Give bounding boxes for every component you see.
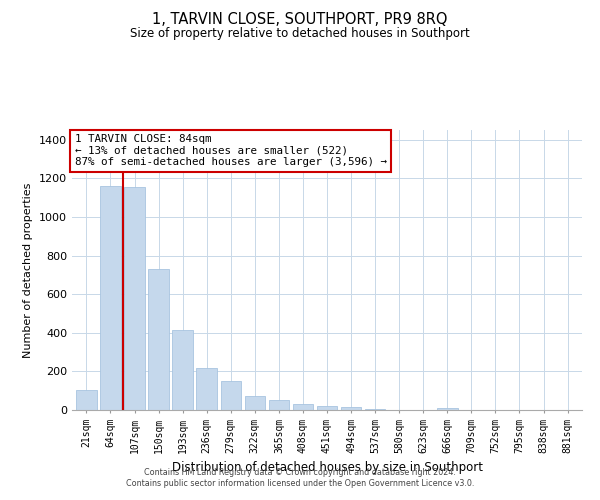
X-axis label: Distribution of detached houses by size in Southport: Distribution of detached houses by size … (172, 461, 482, 474)
Bar (124, 187, 145, 410)
Bar (172, 330, 193, 410)
Bar (245, 396, 265, 410)
Bar (100, 186, 121, 410)
Bar (221, 382, 241, 410)
Bar (148, 269, 169, 410)
Text: 1, TARVIN CLOSE, SOUTHPORT, PR9 8RQ: 1, TARVIN CLOSE, SOUTHPORT, PR9 8RQ (152, 12, 448, 28)
Y-axis label: Number of detached properties: Number of detached properties (23, 182, 34, 358)
Bar (437, 408, 458, 410)
Bar (269, 400, 289, 410)
Bar (293, 404, 313, 410)
Bar (341, 407, 361, 410)
Bar (365, 409, 385, 410)
Text: Size of property relative to detached houses in Southport: Size of property relative to detached ho… (130, 28, 470, 40)
Text: Contains HM Land Registry data © Crown copyright and database right 2024.
Contai: Contains HM Land Registry data © Crown c… (126, 468, 474, 487)
Bar (196, 368, 217, 410)
Bar (317, 406, 337, 410)
Text: 1 TARVIN CLOSE: 84sqm
← 13% of detached houses are smaller (522)
87% of semi-det: 1 TARVIN CLOSE: 84sqm ← 13% of detached … (74, 134, 386, 168)
Bar (76, 390, 97, 410)
